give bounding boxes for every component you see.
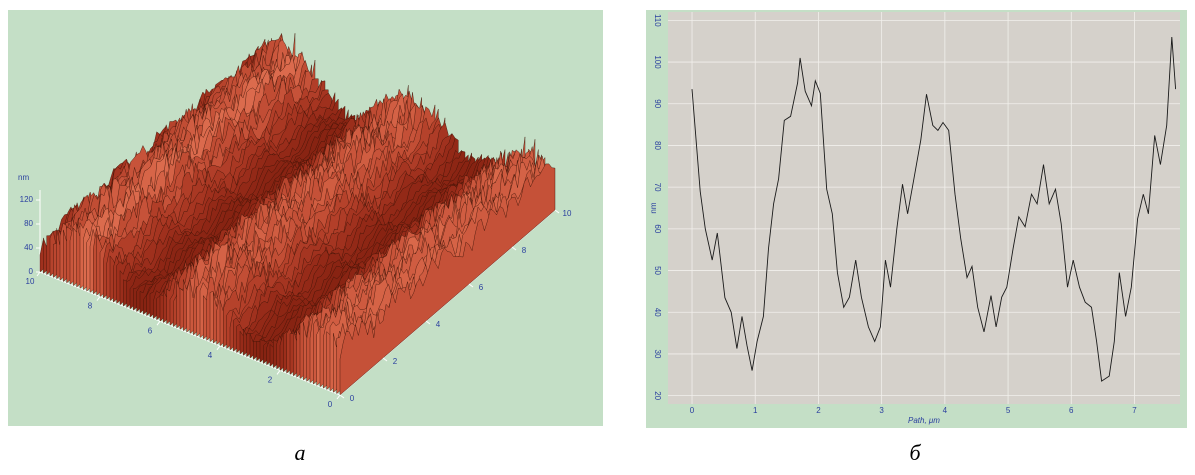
x-axis-label: Path, μm [908, 416, 940, 425]
y-tick-label: 80 [653, 141, 662, 150]
x-tick-label: 6 [148, 326, 153, 335]
x-tick-label: 2 [816, 406, 821, 415]
x-tick-label: 4 [943, 406, 948, 415]
y-tick-label: 60 [653, 224, 662, 233]
y-tick-label: 30 [653, 350, 662, 359]
x-tick-label: 1 [753, 406, 758, 415]
z-tick-label: 120 [20, 195, 34, 204]
y-tick-label: 10 [563, 209, 572, 218]
x-tick-label: 0 [328, 400, 333, 409]
y-axis-label: nm [649, 202, 658, 213]
caption: а [295, 440, 306, 465]
figure: 0246810024681004080120nm 203040506070809… [0, 0, 1195, 470]
caption: б [909, 440, 921, 465]
y-tick-label: 100 [653, 55, 662, 69]
x-tick-label: 10 [26, 277, 35, 286]
x-tick-label: 0 [690, 406, 695, 415]
z-tick-label: 40 [24, 243, 33, 252]
z-tick-label: 80 [24, 219, 33, 228]
x-tick-label: 4 [208, 351, 213, 360]
z-tick-label: 0 [29, 267, 34, 276]
y-tick-label: 20 [653, 391, 662, 400]
y-tick-label: 40 [653, 308, 662, 317]
x-tick-label: 8 [88, 302, 93, 311]
x-tick-label: 5 [1006, 406, 1011, 415]
x-tick-label: 2 [268, 376, 273, 385]
y-tick-label: 8 [522, 246, 527, 255]
plot-area [668, 12, 1180, 404]
x-tick-label: 3 [879, 406, 884, 415]
y-tick-label: 110 [653, 14, 662, 27]
y-tick-label: 90 [653, 99, 662, 108]
y-tick-label: 6 [479, 283, 484, 292]
x-tick-label: 7 [1132, 406, 1137, 415]
y-tick-label: 70 [653, 183, 662, 192]
z-axis-label: nm [18, 173, 29, 182]
y-tick-label: 2 [393, 357, 398, 366]
y-tick-label: 4 [436, 320, 441, 329]
y-tick-label: 0 [350, 394, 355, 403]
y-tick-label: 50 [653, 266, 662, 275]
x-tick-label: 6 [1069, 406, 1074, 415]
